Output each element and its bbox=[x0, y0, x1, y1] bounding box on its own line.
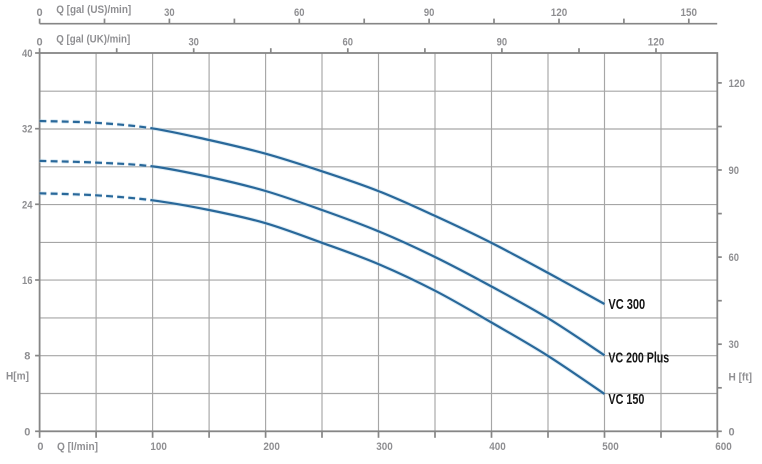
svg-text:0: 0 bbox=[729, 426, 735, 438]
svg-text:30: 30 bbox=[729, 339, 740, 351]
svg-text:VC 200 Plus: VC 200 Plus bbox=[608, 349, 669, 366]
svg-text:0: 0 bbox=[24, 426, 30, 438]
svg-text:90: 90 bbox=[424, 7, 435, 19]
svg-text:300: 300 bbox=[376, 441, 393, 453]
svg-text:Q [gal (US)/min]: Q [gal (US)/min] bbox=[56, 4, 131, 16]
svg-text:100: 100 bbox=[150, 441, 167, 453]
svg-text:500: 500 bbox=[602, 441, 619, 453]
svg-text:VC 300: VC 300 bbox=[608, 296, 645, 313]
svg-text:Q [l/min]: Q [l/min] bbox=[57, 441, 98, 453]
svg-text:60: 60 bbox=[729, 252, 740, 264]
svg-text:32: 32 bbox=[22, 124, 33, 136]
svg-text:90: 90 bbox=[729, 165, 740, 177]
svg-text:16: 16 bbox=[22, 275, 33, 287]
svg-text:400: 400 bbox=[489, 441, 506, 453]
svg-text:24: 24 bbox=[22, 199, 33, 211]
svg-text:H [ft]: H [ft] bbox=[729, 372, 753, 384]
svg-text:150: 150 bbox=[681, 7, 698, 19]
svg-text:VC 150: VC 150 bbox=[608, 391, 644, 408]
svg-text:600: 600 bbox=[715, 441, 732, 453]
svg-text:120: 120 bbox=[648, 37, 665, 49]
svg-text:40: 40 bbox=[22, 48, 33, 60]
svg-text:60: 60 bbox=[294, 7, 305, 19]
svg-text:30: 30 bbox=[188, 37, 199, 49]
svg-text:H[m]: H[m] bbox=[6, 371, 29, 383]
svg-text:0: 0 bbox=[37, 441, 43, 453]
svg-text:120: 120 bbox=[551, 7, 568, 19]
svg-text:200: 200 bbox=[263, 441, 280, 453]
svg-text:Q [gal (UK)/min]: Q [gal (UK)/min] bbox=[56, 34, 130, 46]
svg-text:0: 0 bbox=[37, 7, 43, 19]
svg-text:60: 60 bbox=[343, 37, 354, 49]
svg-text:8: 8 bbox=[24, 351, 30, 363]
svg-text:90: 90 bbox=[497, 37, 508, 49]
svg-text:30: 30 bbox=[164, 7, 175, 19]
svg-text:120: 120 bbox=[729, 78, 746, 90]
svg-text:0: 0 bbox=[37, 37, 43, 49]
